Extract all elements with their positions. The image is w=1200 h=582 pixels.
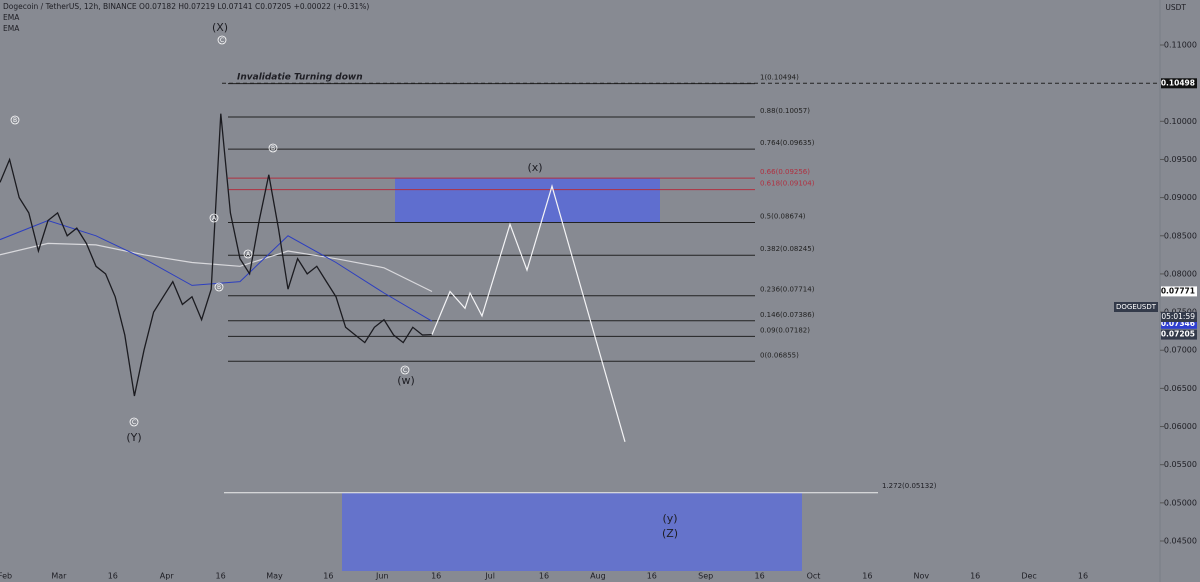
price-badge [1161,329,1197,340]
wave-marker-label: B [271,145,275,152]
price-tick-label: 0.08500 [1164,231,1197,240]
time-label: 16 [1078,572,1088,581]
price-tick-label: 0.06000 [1164,422,1197,431]
time-label: 16 [862,572,872,581]
fib-label: 0.66(0.09256) [760,168,810,176]
price-badge [1161,78,1197,89]
time-label: Feb [0,572,12,581]
wave-marker [268,143,278,153]
ema-slow [0,242,433,293]
price-badge-label: 0.07205 [1161,330,1195,339]
price-tick-label: 0.05500 [1164,460,1197,469]
time-label: 16 [431,572,441,581]
price-tick-label: 0.04500 [1164,537,1197,546]
time-label: 16 [323,572,333,581]
fib-label: 0.764(0.09635) [760,139,815,147]
wave-label: (w) [397,374,415,387]
price-badge [1161,286,1197,297]
price-tick-label: 0.11000 [1164,41,1197,50]
ticker-box [1114,302,1158,312]
time-label: Oct [807,572,821,581]
price-tick-label: 0.06500 [1164,384,1197,393]
wave-marker [209,213,219,223]
fib-label: 0.09(0.07182) [760,326,810,334]
wave-marker [10,115,20,125]
fib-label: 0.5(0.08674) [760,212,806,220]
fib-label: 0(0.06855) [760,351,799,359]
invalidation-text: Invalidatie Turning down [237,73,363,83]
lower-zone [342,492,802,571]
indicator: EMA [3,13,20,22]
price-badge-label: 0.07771 [1161,286,1195,295]
wave-label: (Z) [662,527,678,540]
time-label: Jul [484,572,495,581]
extension-label: 1.272(0.05132) [882,482,937,490]
wave-marker-label: C [403,367,407,374]
time-label: 16 [108,572,118,581]
fib-label: 1(0.10494) [760,74,799,82]
price-tick-label: 0.08000 [1164,269,1197,278]
price-path [0,113,433,397]
currency: USDT [1165,3,1186,12]
time-label: 16 [216,572,226,581]
countdown: 05:01:59 [1161,312,1195,321]
wave-marker-label: B [13,117,17,124]
fib-label: 0.146(0.07386) [760,311,815,319]
wave-label: (y) [662,512,677,525]
time-label: 16 [647,572,657,581]
wave-label: (X) [212,21,228,34]
time-label: 16 [970,572,980,581]
wave-marker-label: C [220,37,224,44]
price-badge-label: 0.10498 [1161,78,1195,87]
wave-marker [217,35,227,45]
time-label: Dec [1021,572,1036,581]
price-tick-label: 0.09000 [1164,193,1197,202]
time-label: 16 [539,572,549,581]
fib-label: 0.618(0.09104) [760,180,815,188]
price-tick-label: 0.09500 [1164,155,1197,164]
price-tick-label: 0.05000 [1164,498,1197,507]
time-label: Nov [913,572,929,581]
time-label: Mar [51,572,67,581]
wave-marker [214,282,224,292]
fib-label: 0.88(0.10057) [760,107,810,115]
time-label: May [266,572,283,581]
projection-path [431,184,626,442]
price-badge [1161,318,1197,329]
wave-marker-label: B [217,284,221,291]
countdown-box [1161,312,1197,322]
price-badge-label: 0.07346 [1161,319,1195,328]
time-label: Apr [160,572,175,581]
time-label: 16 [755,572,765,581]
time-label: Aug [590,572,606,581]
indicator: EMA [3,24,20,33]
fib-label: 0.382(0.08245) [760,245,815,253]
fib-label: 0.236(0.07714) [760,286,815,294]
ticker: DOGEUSDT [1116,303,1157,311]
wave-marker [400,365,410,375]
time-label: Sep [698,572,713,581]
wave-marker-label: A [246,251,251,258]
wave-marker-label: A [212,215,217,222]
ema-fast [0,219,433,322]
target-zone [395,178,660,223]
wave-marker [129,417,139,427]
wave-label: (Y) [126,431,141,444]
wave-label: (x) [527,161,542,174]
price-tick-label: 0.07000 [1164,346,1197,355]
time-label: Jun [375,572,389,581]
wave-marker-label: C [132,419,136,426]
price-tick-label: 0.10000 [1164,117,1197,126]
symbol-line: Dogecoin / TetherUS, 12h, BINANCE O0.071… [3,2,369,11]
wave-marker [243,249,253,259]
